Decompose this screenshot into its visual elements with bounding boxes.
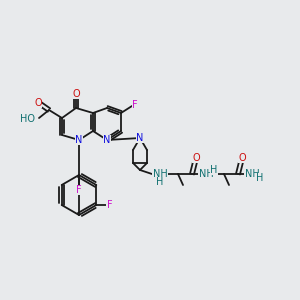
- Text: NH: NH: [153, 169, 167, 179]
- Text: H: H: [156, 177, 164, 187]
- Text: NH: NH: [199, 169, 213, 179]
- Text: F: F: [76, 185, 82, 195]
- Text: H: H: [256, 173, 264, 183]
- Text: O: O: [238, 153, 246, 163]
- Text: H: H: [210, 165, 218, 175]
- Text: F: F: [106, 200, 112, 210]
- Text: O: O: [34, 98, 42, 108]
- Text: NH: NH: [244, 169, 260, 179]
- Text: N: N: [136, 133, 144, 143]
- Text: N: N: [75, 135, 83, 145]
- Text: O: O: [192, 153, 200, 163]
- Text: O: O: [72, 89, 80, 99]
- Text: F: F: [132, 100, 138, 110]
- Text: N: N: [103, 135, 111, 145]
- Text: HO: HO: [20, 114, 35, 124]
